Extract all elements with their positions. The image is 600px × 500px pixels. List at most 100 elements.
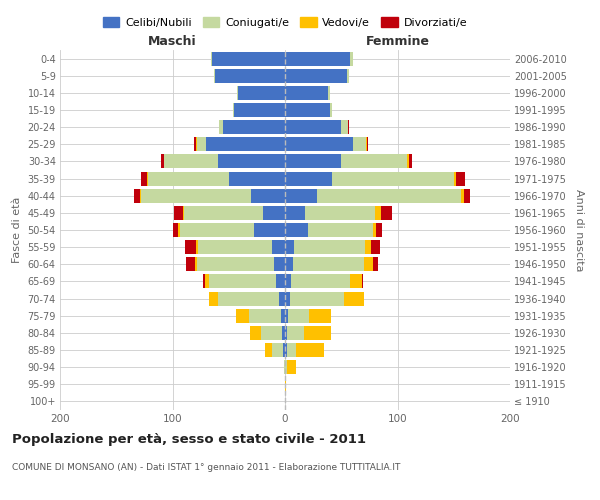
Bar (285, 52, 353, 66)
Bar (211, 52, 285, 66)
Bar (285, 120, 348, 134)
Bar (214, 68, 285, 82)
Bar (285, 52, 353, 66)
Text: Maschi: Maschi (148, 34, 197, 48)
Bar (285, 86, 328, 100)
Bar (285, 258, 293, 272)
Bar (134, 188, 285, 202)
Bar (265, 343, 285, 357)
Bar (281, 326, 285, 340)
Bar (285, 206, 305, 220)
Bar (285, 138, 367, 151)
Bar (235, 308, 285, 322)
Bar (197, 138, 285, 151)
Bar (163, 154, 285, 168)
Bar (285, 223, 382, 237)
Bar (265, 343, 285, 357)
Bar (285, 206, 375, 220)
Bar (285, 52, 353, 66)
Bar (161, 154, 285, 168)
Bar (212, 52, 285, 66)
Bar (163, 154, 285, 168)
Bar (285, 188, 461, 202)
Bar (284, 360, 285, 374)
Bar (148, 172, 285, 185)
Bar (285, 326, 331, 340)
Bar (209, 292, 285, 306)
Bar (285, 292, 364, 306)
Bar (185, 240, 285, 254)
Bar (285, 223, 376, 237)
Bar (285, 154, 412, 168)
Bar (194, 138, 285, 151)
Bar (141, 188, 285, 202)
Bar (274, 258, 285, 272)
Bar (285, 86, 330, 100)
Bar (285, 274, 290, 288)
Bar (276, 274, 285, 288)
Bar (251, 188, 285, 202)
Bar (281, 308, 285, 322)
Bar (233, 103, 285, 117)
Bar (233, 103, 285, 117)
Bar (285, 308, 331, 322)
Bar (285, 360, 287, 374)
Bar (233, 103, 285, 117)
Bar (184, 206, 285, 220)
Bar (262, 326, 285, 340)
Bar (285, 240, 294, 254)
Bar (250, 326, 285, 340)
Bar (238, 86, 285, 100)
Bar (285, 103, 332, 117)
Bar (285, 308, 289, 322)
Bar (285, 188, 464, 202)
Text: COMUNE DI MONSANO (AN) - Dati ISTAT 1° gennaio 2011 - Elaborazione TUTTITALIA.IT: COMUNE DI MONSANO (AN) - Dati ISTAT 1° g… (12, 462, 400, 471)
Bar (285, 326, 287, 340)
Bar (236, 86, 285, 100)
Bar (285, 138, 368, 151)
Bar (285, 292, 343, 306)
Bar (254, 223, 285, 237)
Bar (235, 103, 285, 117)
Bar (285, 86, 330, 100)
Bar (211, 52, 285, 66)
Bar (218, 154, 285, 168)
Bar (146, 172, 285, 185)
Bar (178, 223, 285, 237)
Bar (214, 68, 285, 82)
Bar (285, 360, 296, 374)
Bar (285, 206, 392, 220)
Y-axis label: Fasce di età: Fasce di età (12, 197, 22, 263)
Bar (285, 308, 308, 322)
Bar (197, 258, 285, 272)
Bar (140, 188, 285, 202)
Bar (182, 206, 285, 220)
Bar (285, 292, 290, 306)
Bar (250, 326, 285, 340)
Bar (196, 138, 285, 151)
Bar (229, 172, 285, 185)
Bar (181, 223, 285, 237)
Bar (285, 343, 325, 357)
Bar (249, 308, 285, 322)
Bar (285, 274, 361, 288)
Bar (285, 343, 287, 357)
Bar (285, 240, 380, 254)
Bar (285, 172, 332, 185)
Bar (285, 378, 286, 392)
Bar (285, 240, 371, 254)
Bar (218, 292, 285, 306)
Bar (141, 172, 285, 185)
Bar (196, 240, 285, 254)
Bar (285, 120, 341, 134)
Bar (285, 223, 308, 237)
Legend: Celibi/Nubili, Coniugati/e, Vedovi/e, Divorziati/e: Celibi/Nubili, Coniugati/e, Vedovi/e, Di… (98, 12, 472, 32)
Bar (285, 188, 470, 202)
Bar (285, 138, 366, 151)
Bar (218, 120, 285, 134)
Bar (285, 206, 380, 220)
Bar (285, 154, 409, 168)
Bar (218, 120, 285, 134)
Bar (285, 68, 349, 82)
Bar (285, 52, 350, 66)
